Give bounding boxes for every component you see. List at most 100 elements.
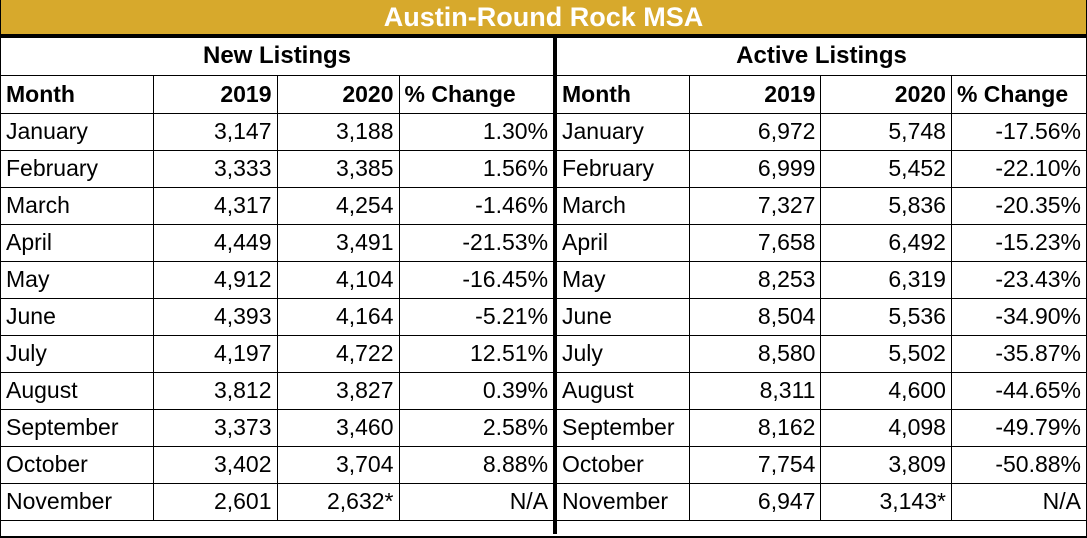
pct-change-cell: -21.53% xyxy=(398,223,554,262)
value-2019-cell: 4,317 xyxy=(152,186,278,225)
pct-change-cell: -23.43% xyxy=(950,260,1086,299)
table-row: August 8,311 4,600 -44.65% xyxy=(557,371,1086,410)
table-row: April 7,658 6,492 -15.23% xyxy=(557,223,1086,262)
value-2020-cell: 2,632* xyxy=(276,482,400,521)
value-2020-cell: 5,748 xyxy=(820,112,952,151)
month-cell: February xyxy=(557,149,690,188)
pct-change-cell: 1.30% xyxy=(398,112,554,151)
value-2020-cell: 3,491 xyxy=(276,223,400,262)
pct-change-cell: -34.90% xyxy=(950,297,1086,336)
value-2019-cell: 4,197 xyxy=(152,334,278,373)
col-header-2020: 2020 xyxy=(820,74,952,114)
value-2019-cell: 3,147 xyxy=(152,112,278,151)
value-2020-cell: 3,704 xyxy=(276,445,400,484)
value-2020-cell: 3,188 xyxy=(276,112,400,151)
table-row: April 4,449 3,491 -21.53% xyxy=(1,223,554,262)
value-2019-cell: 4,393 xyxy=(152,297,278,336)
table-row: July 8,580 5,502 -35.87% xyxy=(557,334,1086,373)
month-cell: March xyxy=(557,186,690,225)
value-2020-cell: 5,536 xyxy=(820,297,952,336)
value-2019-cell: 4,449 xyxy=(152,223,278,262)
active-listings-section: Active Listings Month 2019 2020 % Change… xyxy=(557,38,1086,534)
month-cell: October xyxy=(1,445,154,484)
pct-change-cell: N/A xyxy=(950,482,1086,521)
month-cell: March xyxy=(1,186,154,225)
value-2019-cell: 8,580 xyxy=(688,334,822,373)
pct-change-cell: 2.58% xyxy=(398,408,554,447)
table-row: May 8,253 6,319 -23.43% xyxy=(557,260,1086,299)
table-row: October 3,402 3,704 8.88% xyxy=(1,445,554,484)
month-cell: January xyxy=(557,112,690,151)
column-header-row: Month 2019 2020 % Change xyxy=(1,74,554,114)
value-2019-cell: 8,253 xyxy=(688,260,822,299)
column-header-row: Month 2019 2020 % Change xyxy=(557,74,1086,114)
table-row: February 6,999 5,452 -22.10% xyxy=(557,149,1086,188)
value-2020-cell: 4,254 xyxy=(276,186,400,225)
pct-change-cell: -20.35% xyxy=(950,186,1086,225)
table-row: July 4,197 4,722 12.51% xyxy=(1,334,554,373)
value-2019-cell: 7,754 xyxy=(688,445,822,484)
col-header-2019: 2019 xyxy=(152,74,278,114)
value-2020-cell: 4,600 xyxy=(820,371,952,410)
month-cell: May xyxy=(557,260,690,299)
pct-change-cell: -35.87% xyxy=(950,334,1086,373)
pct-change-cell: -17.56% xyxy=(950,112,1086,151)
value-2020-cell: 3,827 xyxy=(276,371,400,410)
pct-change-cell: -16.45% xyxy=(398,260,554,299)
section-heading-active-listings: Active Listings xyxy=(557,38,1086,76)
value-2019-cell: 7,658 xyxy=(688,223,822,262)
month-cell: August xyxy=(1,371,154,410)
month-cell: May xyxy=(1,260,154,299)
new-listings-section: New Listings Month 2019 2020 % Change Ja… xyxy=(1,38,557,534)
col-header-2020: 2020 xyxy=(276,74,400,114)
month-cell: October xyxy=(557,445,690,484)
value-2020-cell: 5,502 xyxy=(820,334,952,373)
value-2019-cell: 3,812 xyxy=(152,371,278,410)
table-row: June 4,393 4,164 -5.21% xyxy=(1,297,554,336)
month-cell: November xyxy=(557,482,690,521)
pct-change-cell: -15.23% xyxy=(950,223,1086,262)
value-2020-cell: 4,164 xyxy=(276,297,400,336)
page-title: Austin-Round Rock MSA xyxy=(383,1,704,32)
section-heading-row: New Listings xyxy=(1,38,554,76)
value-2019-cell: 3,333 xyxy=(152,149,278,188)
month-cell: June xyxy=(557,297,690,336)
table-row: January 3,147 3,188 1.30% xyxy=(1,112,554,151)
section-heading-row: Active Listings xyxy=(557,38,1086,76)
pct-change-cell: 8.88% xyxy=(398,445,554,484)
month-cell: September xyxy=(557,408,690,447)
value-2020-cell: 6,492 xyxy=(820,223,952,262)
table-row: May 4,912 4,104 -16.45% xyxy=(1,260,554,299)
table-row: March 4,317 4,254 -1.46% xyxy=(1,186,554,225)
table-title-bar: Austin-Round Rock MSA xyxy=(1,0,1086,38)
month-cell: April xyxy=(1,223,154,262)
table-body: New Listings Month 2019 2020 % Change Ja… xyxy=(1,38,1086,534)
col-header-pct-change: % Change xyxy=(950,74,1086,114)
value-2020-cell: 3,460 xyxy=(276,408,400,447)
month-cell: July xyxy=(557,334,690,373)
new-listings-table: New Listings Month 2019 2020 % Change Ja… xyxy=(1,38,554,521)
table-row: September 3,373 3,460 2.58% xyxy=(1,408,554,447)
value-2020-cell: 3,809 xyxy=(820,445,952,484)
col-header-pct-change: % Change xyxy=(398,74,554,114)
month-cell: January xyxy=(1,112,154,151)
value-2020-cell: 3,385 xyxy=(276,149,400,188)
pct-change-cell: -5.21% xyxy=(398,297,554,336)
pct-change-cell: -44.65% xyxy=(950,371,1086,410)
pct-change-cell: 0.39% xyxy=(398,371,554,410)
value-2019-cell: 7,327 xyxy=(688,186,822,225)
value-2019-cell: 8,162 xyxy=(688,408,822,447)
value-2019-cell: 2,601 xyxy=(152,482,278,521)
pct-change-cell: -22.10% xyxy=(950,149,1086,188)
value-2019-cell: 6,999 xyxy=(688,149,822,188)
table-row: January 6,972 5,748 -17.56% xyxy=(557,112,1086,151)
pct-change-cell: 1.56% xyxy=(398,149,554,188)
pct-change-cell: 12.51% xyxy=(398,334,554,373)
month-cell: February xyxy=(1,149,154,188)
col-header-month: Month xyxy=(557,74,690,114)
table-row: November 6,947 3,143* N/A xyxy=(557,482,1086,521)
active-listings-table: Active Listings Month 2019 2020 % Change… xyxy=(557,38,1086,521)
month-cell: April xyxy=(557,223,690,262)
value-2020-cell: 4,104 xyxy=(276,260,400,299)
pct-change-cell: -1.46% xyxy=(398,186,554,225)
